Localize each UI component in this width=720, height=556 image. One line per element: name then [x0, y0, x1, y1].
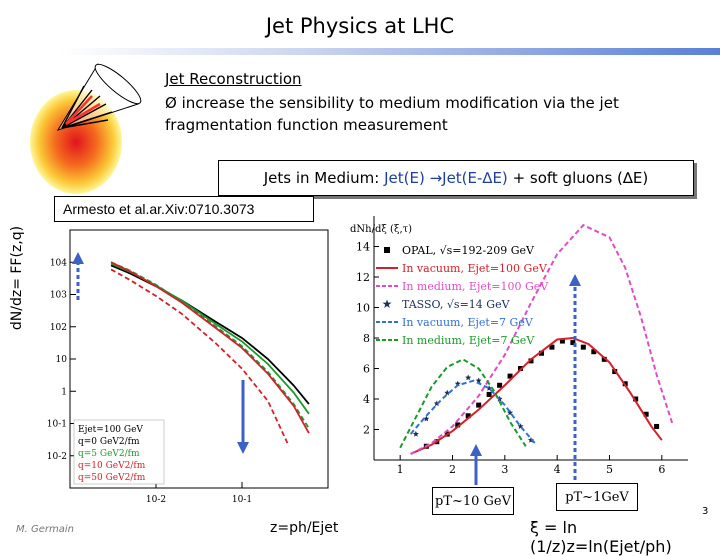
- annotation-arrows: [72, 252, 581, 485]
- opal-data-point: [528, 358, 534, 364]
- tasso-data-point: [486, 385, 493, 391]
- opal-data-point: [497, 382, 503, 388]
- tasso-data-point: [412, 430, 419, 437]
- right-legend-entry: In medium, Ejet=7 GeV: [402, 334, 535, 347]
- right-y-tick-label: 8: [363, 332, 370, 345]
- left-series-line: [110, 261, 310, 434]
- left-legend-entry: q=5 GeV2/fm: [78, 449, 140, 459]
- medium-box-prefix: Jets in Medium:: [263, 169, 385, 187]
- right-y-axis-label: dNh/dξ (ξ,τ): [350, 224, 412, 235]
- opal-data-point: [465, 413, 471, 419]
- jet-core-tracks: [65, 95, 101, 126]
- left-series-line: [110, 264, 310, 405]
- medium-box-formula: Jet(E) →Jet(E-∆E): [384, 169, 508, 187]
- opal-data-point: [643, 411, 649, 417]
- right-legend-entry: TASSO, √s=14 GeV: [402, 298, 511, 311]
- right-series-line: [399, 358, 527, 449]
- left-y-tick-label: 10-2: [47, 452, 67, 462]
- left-x-tick-label: 10-2: [146, 495, 166, 505]
- right-legend-entry: In medium, Ejet=100 GeV: [402, 280, 549, 293]
- right-y-tick-label: 6: [363, 363, 370, 376]
- pt-label-10gev: pT~10 GeV: [432, 487, 514, 515]
- tasso-data-point: [444, 389, 451, 396]
- tasso-data-point: [517, 423, 524, 429]
- right-y-tick-label: 2: [363, 424, 370, 437]
- right-series-line: [410, 223, 674, 455]
- citation-box: Armesto et al.ar.Xiv:0710.3073: [54, 196, 314, 222]
- right-series-line: [409, 379, 537, 446]
- right-y-tick-label: 10: [356, 302, 370, 315]
- footer-author: M. Germain: [16, 524, 74, 535]
- right-x-tick-label: 2: [449, 463, 456, 476]
- footer-z-formula: z=ph/Ejet: [270, 520, 339, 536]
- left-legend: Ejet=100 GeV q=0 GeV2/fm q=5 GeV2/fm q=10 G…: [73, 419, 165, 485]
- right-legend-entry: OPAL, √s=192-209 GeV: [402, 244, 535, 257]
- left-series-line: [110, 261, 310, 429]
- left-y-tick-label: 104: [50, 258, 67, 268]
- tasso-data-point: [465, 374, 472, 381]
- left-y-tick-label: 102: [50, 323, 67, 333]
- jets-in-medium-box: Jets in Medium: Jet(E) →Jet(E-∆E) + soft…: [218, 160, 694, 196]
- opal-data-point: [559, 338, 565, 344]
- opal-data-point: [654, 423, 660, 429]
- opal-data-point: [538, 350, 544, 356]
- medium-box-suffix: + soft gluons (∆E): [507, 169, 649, 187]
- left-legend-entry: q=10 GeV2/fm: [78, 461, 146, 471]
- tasso-data-point: [507, 409, 514, 416]
- right-legend: OPAL, √s=192-209 GeV In vacuum, Ejet=100 …: [376, 244, 549, 347]
- page-number: 3: [702, 506, 709, 517]
- opal-data-point: [601, 356, 607, 362]
- jet-cone-illustration: [30, 63, 142, 194]
- right-legend-swatch: [384, 247, 390, 253]
- opal-data-point: [570, 340, 576, 346]
- left-y-tick-label: 10: [56, 355, 68, 365]
- left-legend-box: [73, 419, 165, 485]
- opal-data-point: [455, 422, 461, 428]
- footer-xi-formula: ξ = ln (1/z)z=ln(Ejet/ph): [530, 518, 672, 556]
- right-x-tick-label: 5: [606, 463, 613, 476]
- bullet-arrow-icon: Ø: [165, 94, 177, 112]
- tasso-data-point: [454, 380, 461, 387]
- right-legend-entry: In vacuum, Ejet=7 GeV: [402, 316, 534, 329]
- left-series-line: [110, 268, 290, 447]
- right-x-tick-label: 6: [658, 463, 665, 476]
- opal-data-point: [633, 396, 639, 402]
- left-x-tick-label: 10-1: [232, 495, 252, 505]
- reconstruction-heading: Jet Reconstruction: [165, 70, 302, 88]
- pt-label-1gev: pT~1GeV: [556, 483, 638, 511]
- opal-data-point: [486, 391, 492, 397]
- right-y-tick-label: 4: [363, 393, 370, 406]
- opal-data-point: [507, 373, 513, 379]
- page-title: Jet Physics at LHC: [265, 14, 455, 38]
- jet-cone-mouth: [94, 63, 142, 105]
- right-y-tick-label: 14: [356, 241, 370, 254]
- opal-data-point: [580, 344, 586, 350]
- left-y-tick-label: 1: [61, 387, 67, 397]
- right-legend-entry: In vacuum, Ejet=100 GeV: [402, 262, 548, 275]
- right-legend-swatch: ★: [382, 297, 393, 311]
- left-legend-entry: q=0 GeV2/fm: [78, 437, 140, 447]
- right-y-tick-label: 12: [356, 271, 370, 284]
- opal-data-point: [476, 402, 482, 408]
- right-x-tick-label: 1: [397, 463, 404, 476]
- tasso-data-point: [423, 415, 430, 422]
- right-series-line: [410, 336, 663, 455]
- left-legend-entry: q=50 GeV2/fm: [78, 473, 146, 483]
- right-x-tick-label: 4: [554, 463, 561, 476]
- opal-data-point: [591, 349, 597, 355]
- title-underline: [60, 48, 720, 55]
- left-legend-entry: Ejet=100 GeV: [78, 425, 143, 435]
- right-x-tick-label: 3: [501, 463, 508, 476]
- left-y-tick-label: 10-1: [47, 420, 67, 430]
- reconstruction-bullet: Ø increase the sensibility to medium mod…: [165, 92, 705, 136]
- opal-data-point: [549, 344, 555, 350]
- left-y-tick-label: 103: [50, 291, 67, 301]
- reconstruction-bullet-text: increase the sensibility to medium modif…: [165, 94, 619, 134]
- tasso-data-point: [475, 377, 482, 384]
